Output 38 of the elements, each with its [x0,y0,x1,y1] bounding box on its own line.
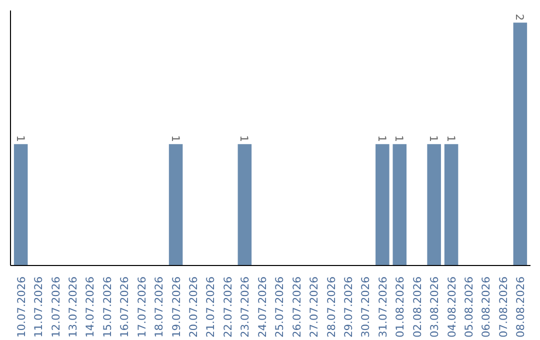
x-tick-label: 04.08.2026 [445,276,458,338]
x-tick-label: 16.07.2026 [118,276,132,338]
data-label: 1 [392,135,406,142]
x-tick-label: 14.07.2026 [84,276,97,338]
x-tick-label: 17.07.2026 [135,276,148,338]
x-tick-label: 19.07.2026 [170,276,183,338]
x-tick-label: 12.07.2026 [49,276,62,338]
x-tick-label: 21.07.2026 [204,276,218,338]
x-tick-label: 31.07.2026 [376,276,390,338]
x-tick-label: 28.07.2026 [324,276,338,338]
x-tick-label: 24.07.2026 [256,276,269,338]
x-tick-label: 29.07.2026 [342,276,355,338]
x-tick-label: 08.08.2026 [514,276,528,338]
data-label: 1 [168,135,182,142]
data-label: 1 [375,135,388,142]
data-label: 1 [238,135,251,142]
x-tick-label: 11.07.2026 [32,276,46,338]
data-label: 2 [513,14,526,21]
x-tick-label: 23.07.2026 [238,276,252,338]
x-tick-label: 22.07.2026 [221,276,234,338]
data-label: 1 [14,135,27,142]
x-tick-label: 27.07.2026 [308,276,321,338]
x-tick-label: 18.07.2026 [152,276,166,338]
x-tick-label: 26.07.2026 [290,276,304,338]
x-tick-label: 05.08.2026 [462,276,476,338]
x-tick-label: 20.07.2026 [187,276,200,338]
x-tick-label: 02.08.2026 [410,276,424,338]
data-label: 1 [427,135,440,142]
x-tick-label: 07.08.2026 [496,276,510,338]
x-tick-label: 03.08.2026 [428,276,442,338]
x-tick-label: 25.07.2026 [273,276,286,338]
x-tick-label: 10.07.2026 [14,276,28,338]
x-tick-label: 01.08.2026 [394,276,407,338]
x-tick-label: 13.07.2026 [66,276,80,338]
x-tick-label: 15.07.2026 [100,276,114,338]
x-tick-label: 30.07.2026 [359,276,372,338]
x-tick-label: 06.08.2026 [480,276,493,338]
data-label: 1 [444,135,458,142]
